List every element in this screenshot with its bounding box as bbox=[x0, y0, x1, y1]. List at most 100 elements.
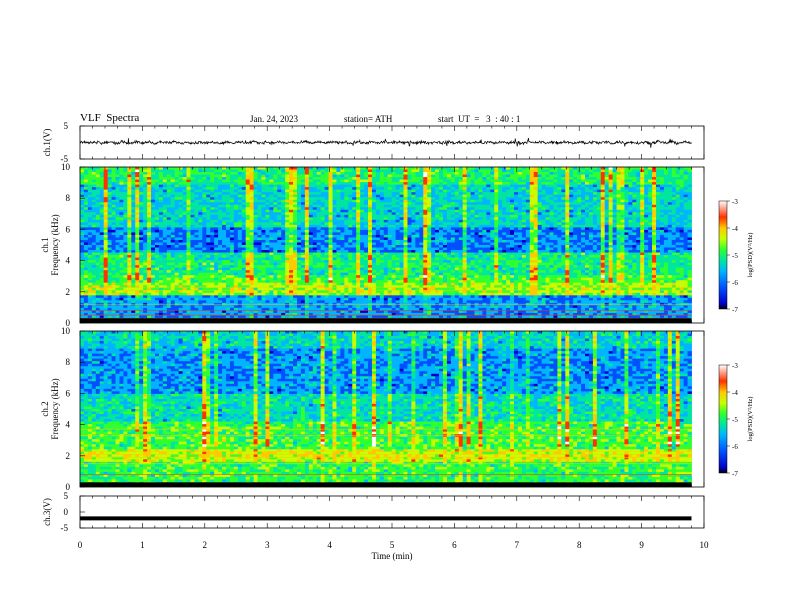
spectrogram-cell bbox=[659, 169, 665, 173]
spectrogram-cell bbox=[147, 202, 152, 206]
spectrogram-cell bbox=[312, 169, 318, 173]
spectrogram-cell bbox=[277, 209, 282, 213]
spectrogram-cell bbox=[462, 179, 468, 183]
spectrogram-cell bbox=[675, 232, 681, 236]
spectrogram-cell bbox=[411, 229, 416, 233]
spectrogram-cell bbox=[182, 242, 187, 246]
spectrogram-cell bbox=[166, 239, 172, 243]
spectrogram-cell bbox=[683, 187, 688, 191]
spectrogram-cell bbox=[561, 192, 566, 196]
spectrogram-cell bbox=[304, 224, 310, 228]
spectrogram-cell bbox=[300, 194, 306, 198]
spectrogram-cell bbox=[596, 234, 602, 238]
spectrogram-cell bbox=[328, 234, 333, 238]
spectrogram-cell bbox=[143, 199, 148, 203]
spectrogram-cell bbox=[458, 182, 464, 186]
spectrogram-cell bbox=[368, 167, 373, 170]
spectrogram-cell bbox=[143, 245, 148, 248]
spectrogram-cell bbox=[687, 245, 692, 248]
spectrogram-cell bbox=[95, 177, 101, 180]
spectrogram-cell bbox=[513, 234, 519, 238]
spectrogram-cell bbox=[663, 192, 669, 196]
spectrogram-cell bbox=[158, 222, 164, 226]
spectrogram-cell bbox=[151, 184, 156, 188]
spectrogram-cell bbox=[277, 199, 282, 203]
spectrogram-cell bbox=[304, 227, 310, 231]
spectrogram-cell bbox=[466, 192, 471, 196]
spectrogram-cell bbox=[241, 169, 247, 173]
spectrogram-cell bbox=[612, 182, 617, 186]
spectrogram-cell bbox=[632, 232, 637, 236]
spectrogram-cell bbox=[241, 222, 247, 226]
spectrogram-cell bbox=[486, 194, 491, 198]
spectrogram-cell bbox=[423, 222, 428, 226]
spectrogram-cell bbox=[139, 237, 144, 241]
spectrogram-cell bbox=[486, 227, 491, 231]
spectrogram-cell bbox=[565, 184, 570, 188]
spectrogram-cell bbox=[300, 182, 306, 186]
spectrogram-cell bbox=[214, 189, 219, 193]
spectrogram-cell bbox=[510, 232, 515, 236]
spectrogram-cell bbox=[604, 224, 610, 228]
spectrogram-cell bbox=[348, 194, 353, 198]
spectrogram-cell bbox=[553, 224, 558, 228]
spectrogram-cell bbox=[454, 237, 460, 241]
spectrogram-cell bbox=[577, 197, 582, 201]
spectrogram-cell bbox=[273, 202, 278, 206]
spectrogram-cell bbox=[462, 204, 468, 208]
spectrogram-cell bbox=[632, 227, 637, 231]
spectrogram-cell bbox=[265, 177, 270, 180]
spectrogram-cell bbox=[506, 172, 511, 175]
spectrogram-cell bbox=[225, 177, 231, 180]
spectrogram-cell bbox=[533, 239, 539, 243]
spectrogram-cell bbox=[383, 209, 389, 213]
spectrogram-cell bbox=[296, 169, 302, 173]
spectrogram-cell bbox=[379, 184, 385, 188]
spectrogram-cell bbox=[533, 202, 539, 206]
spectrogram-cell bbox=[679, 214, 685, 218]
spectrogram-cell bbox=[427, 239, 432, 243]
spectrogram-cell bbox=[683, 232, 688, 236]
spectrogram-cell bbox=[450, 187, 456, 191]
spectrogram-cell bbox=[135, 202, 140, 206]
spectrogram-cell bbox=[478, 217, 483, 221]
spectrogram-cell bbox=[83, 247, 89, 251]
spectrogram-cell bbox=[415, 222, 420, 226]
spectrogram-cell bbox=[352, 222, 357, 226]
spectrogram-cell bbox=[300, 202, 306, 206]
spectrogram-cell bbox=[482, 229, 487, 233]
spectrogram-cell bbox=[675, 214, 681, 218]
spectrogram-cell bbox=[470, 192, 475, 196]
spectrogram-cell bbox=[585, 219, 590, 223]
spectrogram-cell bbox=[596, 219, 602, 223]
spectrogram-cell bbox=[218, 194, 223, 198]
spectrogram-cell bbox=[462, 202, 468, 206]
spectrogram-cell bbox=[364, 184, 369, 188]
spectrogram-cell bbox=[170, 192, 176, 196]
spectrogram-cell bbox=[194, 197, 199, 201]
spectrogram-cell bbox=[198, 177, 203, 180]
spectrogram-cell bbox=[399, 209, 404, 213]
spectrogram-cell bbox=[131, 167, 136, 170]
spectrogram-cell bbox=[600, 187, 606, 191]
spectrogram-cell bbox=[222, 179, 227, 183]
spectrogram-cell bbox=[293, 242, 298, 246]
spectrogram-cell bbox=[502, 202, 507, 206]
spectrogram-cell bbox=[360, 212, 365, 216]
spectrogram-cell bbox=[667, 179, 673, 183]
spectrogram-cell bbox=[431, 229, 436, 233]
spectrogram-cell bbox=[687, 242, 692, 246]
spectrogram-cell bbox=[285, 217, 290, 221]
spectrogram-cell bbox=[257, 202, 262, 206]
spectrogram-cell bbox=[667, 219, 673, 223]
spectrogram-cell bbox=[490, 242, 495, 246]
spectrogram-cell bbox=[91, 202, 97, 206]
spectrogram-cell bbox=[498, 187, 503, 191]
spectrogram-cell bbox=[537, 207, 542, 211]
spectrogram-cell bbox=[344, 207, 349, 211]
spectrogram-cell bbox=[525, 217, 531, 221]
spectrogram-cell bbox=[111, 182, 116, 186]
spectrogram-cell bbox=[360, 217, 365, 221]
spectrogram-cell bbox=[115, 174, 120, 178]
spectrogram-cell bbox=[285, 187, 290, 191]
